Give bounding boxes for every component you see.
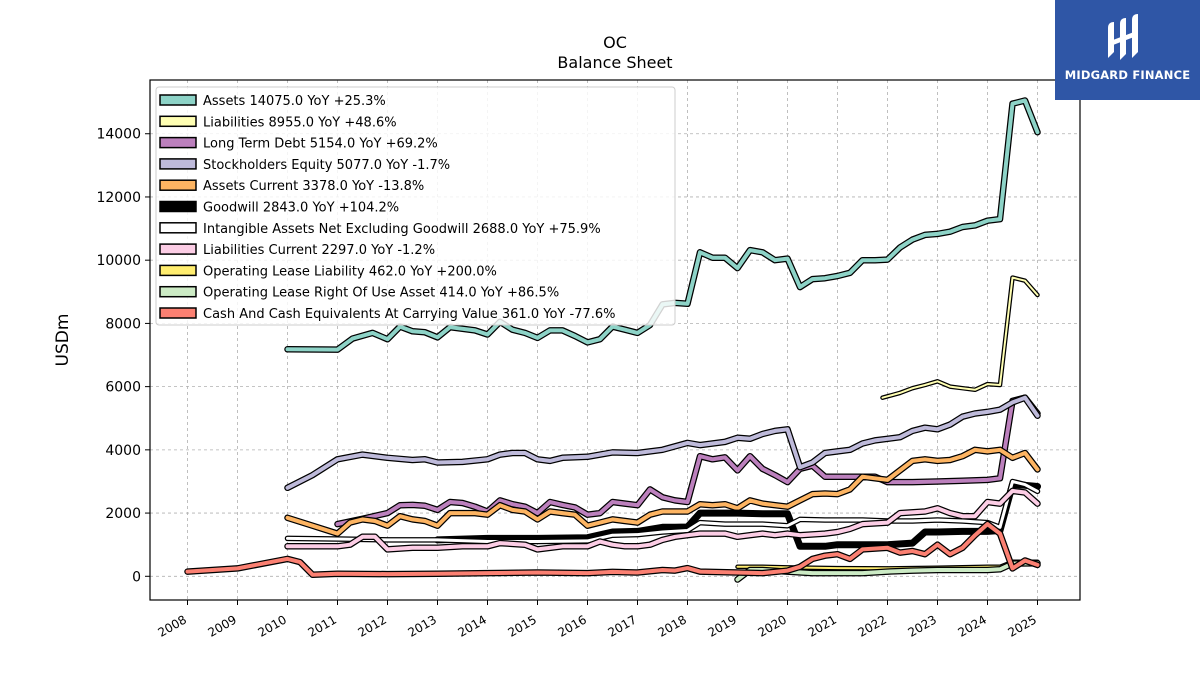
y-tick-label: 12000 — [96, 190, 141, 206]
series-line-assets — [285, 98, 1040, 352]
x-tick-label: 2025 — [1006, 612, 1039, 639]
y-tick-label: 0 — [132, 569, 141, 585]
legend-swatch-assets-current — [159, 179, 197, 191]
legend-label-intangible-assets-net-excluding-goodwill: Intangible Assets Net Excluding Goodwill… — [203, 222, 601, 237]
x-tick-label: 2010 — [256, 612, 289, 639]
midgard-finance-logo: MIDGARD FINANCE — [1055, 0, 1200, 100]
x-tick-label: 2011 — [306, 612, 339, 639]
y-tick-label: 6000 — [105, 380, 141, 396]
series-line-liabilities-current — [285, 488, 1040, 552]
series-line-assets-current — [285, 447, 1040, 536]
legend-swatch-stockholders-equity — [159, 158, 197, 170]
series-line-stockholders-equity — [285, 395, 1040, 490]
y-tick-label: 4000 — [105, 443, 141, 459]
legend-swatch-assets — [159, 94, 197, 106]
legend-swatch-cash-and-cash-equivalents-at-carrying-value — [159, 307, 197, 319]
legend-label-operating-lease-right-of-use-asset: Operating Lease Right Of Use Asset 414.0… — [203, 286, 559, 301]
y-tick-label: 8000 — [105, 316, 141, 332]
x-tick-label: 2012 — [356, 612, 389, 639]
y-axis-label: USDm — [53, 314, 73, 367]
x-tick-label: 2021 — [806, 612, 839, 639]
x-tick-label: 2022 — [856, 612, 889, 639]
series-outline-stockholders-equity — [284, 394, 1041, 492]
logo-mark-icon — [1108, 14, 1138, 60]
legend-swatch-liabilities-current — [159, 243, 197, 255]
legend-label-long-term-debt: Long Term Debt 5154.0 YoY +69.2% — [203, 137, 438, 152]
legend-box — [155, 86, 676, 326]
x-tick-label: 2018 — [656, 612, 689, 639]
y-tick-label: 10000 — [96, 253, 141, 269]
legend-label-operating-lease-liability: Operating Lease Liability 462.0 YoY +200… — [203, 264, 497, 279]
x-tick-label: 2015 — [506, 612, 539, 639]
x-tick-label: 2008 — [156, 612, 189, 639]
series-outline-liabilities — [880, 275, 1040, 400]
plot-frame — [149, 79, 1081, 601]
legend-label-liabilities: Liabilities 8955.0 YoY +48.6% — [203, 115, 397, 130]
x-tick-label: 2019 — [706, 612, 739, 639]
legend-label-goodwill: Goodwill 2843.0 YoY +104.2% — [203, 201, 399, 216]
x-tick-label: 2017 — [606, 612, 639, 639]
legend-label-assets-current: Assets Current 3378.0 YoY -13.8% — [203, 179, 424, 194]
x-tick-label: 2016 — [556, 612, 589, 639]
legend-swatch-liabilities — [159, 115, 197, 128]
logo-text: MIDGARD FINANCE — [1064, 68, 1191, 82]
chart-subtitle: Balance Sheet — [557, 53, 672, 72]
legend-swatch-intangible-assets-net-excluding-goodwill — [159, 222, 197, 234]
legend-label-cash-and-cash-equivalents-at-carrying-value: Cash And Cash Equivalents At Carrying Va… — [203, 307, 615, 322]
series-line-cash-and-cash-equivalents-at-carrying-value — [185, 522, 1040, 577]
y-tick-label: 2000 — [105, 506, 141, 522]
x-tick-label: 2009 — [206, 612, 239, 639]
legend-swatch-operating-lease-right-of-use-asset — [159, 285, 197, 298]
legend-swatch-goodwill — [159, 200, 197, 213]
legend-label-stockholders-equity: Stockholders Equity 5077.0 YoY -1.7% — [203, 158, 450, 173]
x-tick-label: 2023 — [906, 612, 939, 639]
legend-label-assets: Assets 14075.0 YoY +25.3% — [203, 94, 386, 109]
series-line-liabilities — [881, 276, 1039, 399]
chart-title: OC — [603, 33, 627, 52]
x-tick-label: 2014 — [456, 612, 489, 639]
x-tick-label: 2020 — [756, 612, 789, 639]
legend-label-liabilities-current: Liabilities Current 2297.0 YoY -1.2% — [203, 243, 435, 258]
x-tick-label: 2013 — [406, 612, 439, 639]
x-tick-label: 2024 — [956, 612, 989, 639]
y-tick-label: 14000 — [96, 127, 141, 143]
legend: Assets 14075.0 YoY +25.3% Liabilities 895… — [155, 86, 676, 326]
series-layer — [184, 97, 1041, 583]
legend-swatch-long-term-debt — [159, 136, 197, 149]
legend-swatch-operating-lease-liability — [159, 264, 197, 277]
